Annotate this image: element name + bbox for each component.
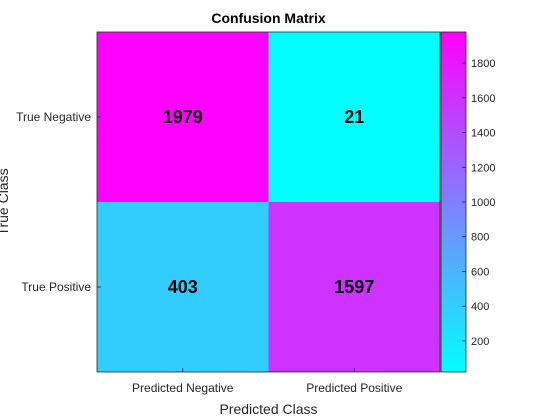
heatmap-cell-r1-c0	[97, 202, 269, 372]
cell-value-r0-c0: 1979	[163, 107, 203, 127]
heatmap-cell-r0-c1	[268, 32, 440, 202]
y-tick-label: True Negative	[16, 110, 91, 124]
colorbar-tick-label: 800	[471, 232, 489, 244]
cell-value-r0-c1: 21	[344, 107, 364, 127]
colorbar-tick-label: 1200	[471, 162, 495, 174]
y-tick-label: True Positive	[21, 280, 91, 294]
heatmap-cells	[97, 32, 440, 372]
y-axis-label: True Class	[0, 168, 11, 235]
colorbar-tick-label: 1800	[471, 58, 495, 70]
cell-value-r1-c1: 1597	[334, 277, 374, 297]
colorbar-tick-label: 1400	[471, 128, 495, 140]
heatmap-cell-r0-c0	[97, 32, 269, 202]
chart-title: Confusion Matrix	[211, 10, 326, 26]
colorbar-gradient	[440, 31, 467, 373]
cell-value-r1-c0: 403	[168, 277, 198, 297]
x-tick-label: Predicted Negative	[132, 381, 234, 395]
heatmap-cell-r1-c1	[268, 202, 440, 372]
y-axis-ticks: True Negative True Positive	[16, 110, 101, 294]
x-axis-label: Predicted Class	[219, 401, 317, 417]
plot-frame	[96, 31, 441, 373]
cell-value-labels: 1979 21 403 1597	[163, 107, 375, 297]
colorbar-tick-label: 200	[471, 336, 489, 348]
colorbar-tick-label: 400	[471, 301, 489, 313]
colorbar-tick-label: 1600	[471, 93, 495, 105]
x-axis-ticks: Predicted Negative Predicted Positive	[132, 368, 403, 395]
colorbar: 200 400 600 800 1000 1200 1400 1600 1800	[440, 31, 495, 373]
colorbar-tick-label: 1000	[471, 197, 495, 209]
colorbar-ticks: 200 400 600 800 1000 1200 1400 1600 1800	[462, 58, 495, 348]
colorbar-tick-label: 600	[471, 266, 489, 278]
x-tick-label: Predicted Positive	[306, 381, 402, 395]
